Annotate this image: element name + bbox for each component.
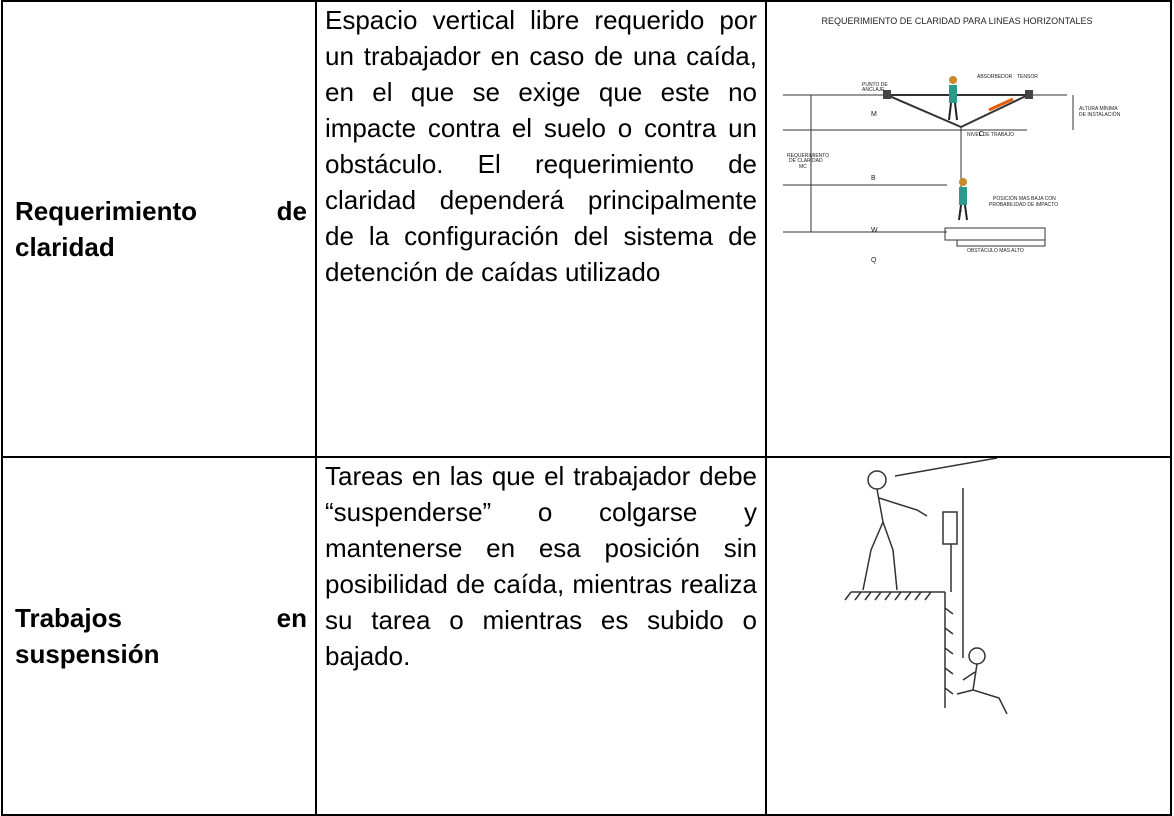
lowest-label: POSICIÓN MAS BAJA CON	[993, 195, 1056, 202]
absorber-label: ABSORBEDOR	[977, 74, 1013, 80]
work-level-label: NIVEL DE TRABAJO	[967, 132, 1014, 138]
obstacle-label: OBSTÁCULO MAS ALTO	[967, 247, 1024, 254]
clearance-label: MC	[799, 164, 807, 170]
anchor-label: ANCLAJE	[862, 87, 885, 93]
m-label: M	[871, 111, 877, 118]
b-label: B	[871, 175, 876, 182]
clearance-diagram: REQUERIMIENTO DE CLARIDAD PARA LINEAS HO…	[783, 16, 1121, 264]
definition: Espacio vertical libre requerido por un …	[315, 0, 767, 458]
figure-cell: REQUERIMIENTO DE CLARIDAD PARA LINEAS HO…	[765, 0, 1172, 458]
w-label: W	[871, 227, 878, 234]
suspension-illustration	[844, 457, 1008, 715]
height-label: DE INSTALACIÓN	[1079, 111, 1121, 118]
c-label: C	[979, 131, 984, 138]
term: Requerimiento de claridad	[1, 0, 317, 458]
height-label: ALTURA MÍNIMA	[1079, 105, 1118, 112]
figure-title: REQUERIMIENTO DE CLARIDAD PARA LINEAS HO…	[821, 16, 1092, 26]
lowest-label: PROBABILIDAD DE IMPACTO	[989, 202, 1058, 208]
anchor-label: PUNTO DE	[862, 82, 888, 88]
tensor-label: TENSOR	[1017, 74, 1038, 80]
q-label: Q	[871, 257, 877, 264]
definition: Tareas en las que el trabajador debe “su…	[315, 456, 767, 816]
clearance-label: DE CLARIDAD	[789, 158, 823, 164]
term: Trabajos en suspensión	[1, 456, 317, 816]
figure-cell	[765, 456, 1172, 816]
table-row: Trabajos en suspensión Tareas en las que…	[1, 456, 1172, 816]
clearance-label: REQUERIMIENTO	[787, 153, 829, 159]
table-row: Requerimiento de claridad Espacio vertic…	[1, 0, 1172, 458]
